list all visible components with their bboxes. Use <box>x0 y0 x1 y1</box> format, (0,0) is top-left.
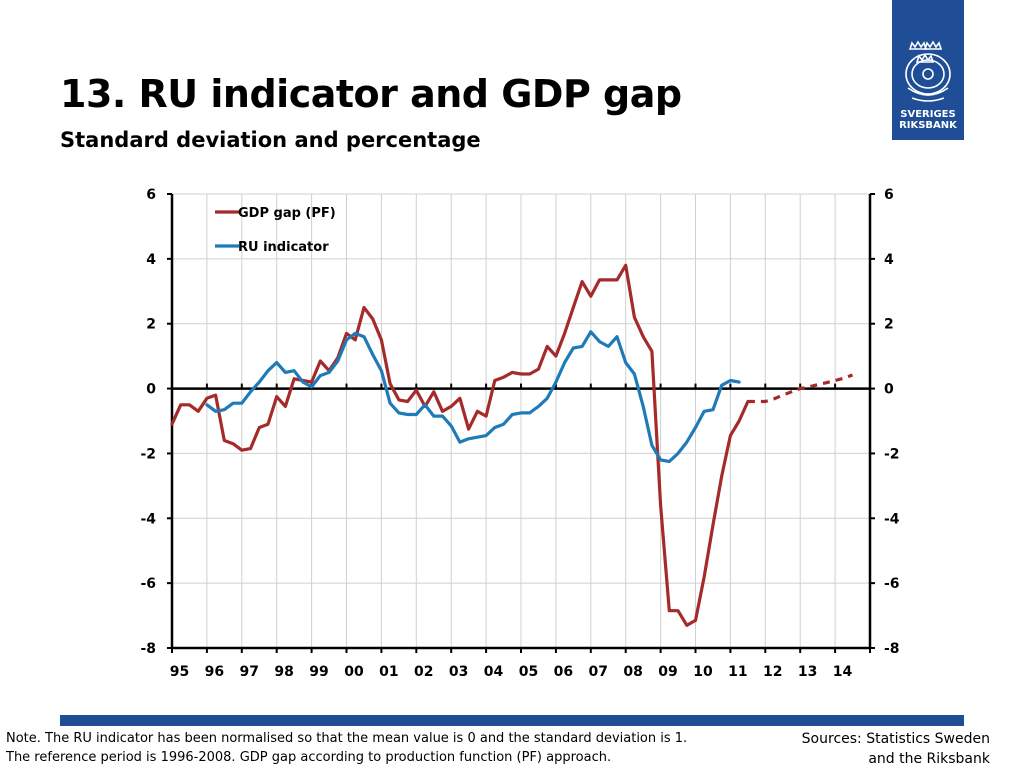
x-tick-label: 99 <box>309 664 328 680</box>
sources-line2: and the Riksbank <box>868 751 990 767</box>
x-tick-label: 01 <box>379 664 398 680</box>
footer-band <box>60 715 964 726</box>
y-tick-label-right: 6 <box>884 187 894 203</box>
y-tick-label-left: 0 <box>146 382 156 398</box>
x-tick-label: 97 <box>240 664 259 680</box>
y-tick-label-right: -8 <box>884 641 900 657</box>
page-title: 13. RU indicator and GDP gap <box>60 72 682 116</box>
x-tick-label: 04 <box>484 664 504 680</box>
y-tick-label-right: 2 <box>884 317 894 333</box>
x-tick-label: 11 <box>728 664 747 680</box>
footnote: Note. The RU indicator has been normalis… <box>6 729 687 767</box>
y-tick-label-right: -4 <box>884 511 900 527</box>
y-tick-label-left: -4 <box>140 511 156 527</box>
x-tick-label: 02 <box>414 664 433 680</box>
line-chart: -8 -8-6 -6-4 -4-2 -20 02 24 46 695 96 97 98 99 00 01 02… <box>140 187 900 680</box>
x-tick-label: 96 <box>205 664 224 680</box>
x-tick-label: 98 <box>274 664 293 680</box>
riksbank-logo: SVERIGES RIKSBANK <box>892 0 964 140</box>
x-tick-label: 14 <box>833 664 853 680</box>
x-tick-label: 08 <box>623 664 642 680</box>
sources-line1: Sources: Statistics Sweden <box>801 731 990 747</box>
x-tick-label: 00 <box>344 664 364 680</box>
legend-label: GDP gap (PF) <box>238 206 336 221</box>
footnote-line1: Note. The RU indicator has been normalis… <box>6 731 688 746</box>
y-tick-label-right: 4 <box>884 252 894 268</box>
y-tick-label-right: 0 <box>884 382 894 398</box>
y-tick-label-left: -6 <box>140 576 156 592</box>
y-tick-label-left: 6 <box>146 187 156 203</box>
legend-label: RU indicator <box>238 240 329 255</box>
x-tick-label: 10 <box>693 664 713 680</box>
x-tick-label: 95 <box>170 664 189 680</box>
series-line <box>170 263 750 627</box>
y-tick-label-right: -6 <box>884 576 900 592</box>
series-line <box>747 373 854 404</box>
riksbank-crest-icon <box>905 40 951 102</box>
y-tick-label-left: 4 <box>146 252 156 268</box>
footnote-line2: The reference period is 1996-2008. GDP g… <box>6 750 612 765</box>
x-tick-label: 13 <box>798 664 817 680</box>
series-line <box>205 330 741 464</box>
y-tick-label-left: -2 <box>140 446 156 462</box>
x-tick-label: 05 <box>519 664 538 680</box>
logo-text-line2: RIKSBANK <box>899 120 957 131</box>
sources: Sources: Statistics Sweden and the Riksb… <box>802 729 990 769</box>
x-tick-label: 07 <box>589 664 608 680</box>
logo-text-line1: SVERIGES <box>900 109 956 120</box>
y-tick-label-right: -2 <box>884 446 900 462</box>
y-tick-label-left: -8 <box>140 641 156 657</box>
y-tick-label-left: 2 <box>146 317 156 333</box>
x-tick-label: 09 <box>658 664 677 680</box>
x-tick-label: 06 <box>554 664 573 680</box>
page-subtitle: Standard deviation and percentage <box>60 128 481 152</box>
x-tick-label: 12 <box>763 664 782 680</box>
x-tick-label: 03 <box>449 664 468 680</box>
